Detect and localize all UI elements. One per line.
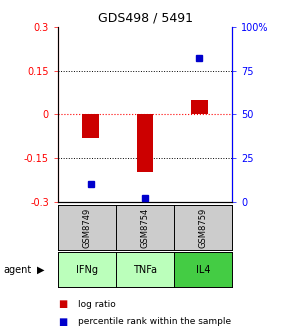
Text: GSM8754: GSM8754 [140, 208, 150, 248]
Bar [191, 100, 208, 114]
Text: IL4: IL4 [196, 265, 210, 275]
Text: percentile rank within the sample: percentile rank within the sample [78, 318, 231, 326]
Bar [137, 114, 153, 172]
Text: ■: ■ [58, 299, 67, 309]
Text: agent: agent [3, 265, 31, 275]
Text: GSM8749: GSM8749 [82, 208, 92, 248]
Text: ■: ■ [58, 317, 67, 327]
Text: ▶: ▶ [37, 265, 44, 275]
Text: log ratio: log ratio [78, 300, 116, 308]
Bar [82, 114, 99, 137]
Text: IFNg: IFNg [76, 265, 98, 275]
Text: GSM8759: GSM8759 [198, 208, 208, 248]
Title: GDS498 / 5491: GDS498 / 5491 [97, 11, 193, 24]
Text: TNFa: TNFa [133, 265, 157, 275]
